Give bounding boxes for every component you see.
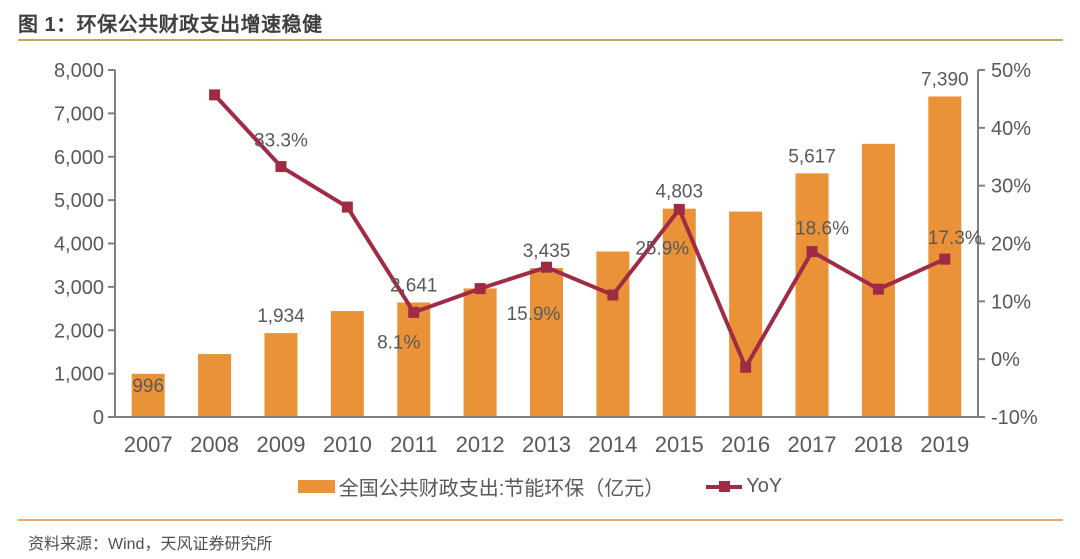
- bar-2013: [530, 268, 563, 417]
- right-axis-tick-label: 30%: [991, 176, 1031, 198]
- left-axis-tick-label: 5,000: [54, 190, 104, 212]
- x-axis-year-label: 2016: [721, 432, 770, 457]
- yoy-line: [213, 93, 946, 372]
- bar-2008: [198, 354, 232, 417]
- x-axis-year-label: 2007: [124, 432, 173, 457]
- bar-2012: [463, 288, 497, 417]
- bar-2011: [397, 302, 431, 417]
- bar-value-label-2011: 2,641: [390, 275, 438, 296]
- left-axis-tick-label: 3,000: [54, 277, 104, 299]
- yoy-value-label-2011: 8.1%: [377, 332, 420, 353]
- bar-value-label-2009: 1,934: [257, 306, 305, 327]
- bar-2010: [330, 311, 364, 417]
- x-axis-year-label: 2012: [456, 432, 505, 457]
- bar-2009: [264, 333, 298, 417]
- bar-2016: [729, 211, 763, 417]
- x-axis-year-label: 2019: [920, 432, 969, 457]
- footer-divider: [18, 519, 1063, 521]
- yoy-value-label-2015: 25.9%: [635, 238, 689, 259]
- x-axis-year-label: 2013: [522, 432, 571, 457]
- yoy-value-label-2019: 17.3%: [928, 228, 982, 249]
- source-note: 资料来源：Wind，天风证券研究所: [28, 536, 273, 553]
- yoy-point-2018: [872, 283, 884, 295]
- yoy-point-2015: [673, 203, 685, 215]
- yoy-point-2012: [474, 283, 486, 295]
- bar-value-label-2013: 3,435: [523, 241, 571, 262]
- combo-chart: 0 1,000 2,000 3,000 4,000 5,000 6,000 7,000 8,00…: [54, 60, 1038, 457]
- bar-2018: [861, 143, 895, 417]
- bar-value-label-2007: 996: [132, 376, 164, 397]
- x-axis-year-label: 2011: [390, 432, 437, 457]
- yoy-point-2014: [607, 289, 619, 301]
- line-series-label: YoY: [746, 475, 783, 497]
- x-axis-year-label: 2008: [190, 432, 239, 457]
- right-axis-tick-label: 40%: [991, 118, 1031, 140]
- yoy-point-2019: [939, 253, 951, 265]
- line-series-swatch-icon: [706, 480, 743, 493]
- bar-value-label-2019: 7,390: [921, 69, 969, 90]
- yoy-point-2013: [541, 261, 552, 273]
- left-axis-tick-label: 6,000: [54, 147, 104, 169]
- yoy-point-2010: [341, 201, 353, 213]
- bar-2017: [795, 173, 829, 417]
- yoy-value-label-2017: 18.6%: [795, 219, 849, 240]
- legend-item-bar-series: 全国公共财政支出:节能环保（亿元）: [297, 472, 665, 501]
- bar-series-swatch-icon: [297, 480, 335, 493]
- figure-title: 图 1：环保公共财政支出增速稳健: [18, 14, 323, 36]
- left-axis-tick-label: 1,000: [54, 364, 104, 386]
- right-axis-tick-label: 20%: [991, 234, 1031, 256]
- left-axis-tick-label: 2,000: [54, 320, 104, 342]
- x-axis-year-label: 2017: [788, 432, 837, 457]
- left-axis-tick-label: 0: [93, 407, 104, 429]
- right-axis-tick-label: 0%: [991, 349, 1020, 371]
- title-divider: [18, 39, 1063, 41]
- yoy-value-label-2009: 33.3%: [254, 131, 308, 152]
- left-axis-tick-label: 4,000: [54, 234, 104, 256]
- bar-value-label-2015: 4,803: [655, 182, 703, 203]
- x-axis-year-label: 2009: [256, 432, 305, 457]
- legend-item-line-series: YoY: [706, 475, 782, 498]
- x-axis-year-label: 2018: [854, 432, 903, 457]
- yoy-point-2011: [408, 306, 420, 318]
- left-axis-tick-label: 8,000: [54, 60, 104, 82]
- legend: 全国公共财政支出:节能环保（亿元） YoY: [0, 472, 1080, 501]
- right-axis-tick-label: 50%: [991, 60, 1031, 82]
- bar-2007: [131, 373, 165, 417]
- x-axis-year-label: 2015: [655, 432, 704, 457]
- bar-2014: [596, 251, 630, 417]
- bar-value-label-2017: 5,617: [788, 146, 836, 167]
- yoy-value-label-2013: 15.9%: [507, 304, 561, 325]
- x-axis-year-label: 2010: [323, 432, 372, 457]
- line-swatch-marker: [719, 481, 731, 492]
- yoy-point-2017: [806, 246, 818, 258]
- x-axis-year-label: 2014: [588, 432, 637, 457]
- yoy-point-2008: [209, 89, 221, 101]
- bar-2015: [662, 208, 696, 417]
- yoy-point-2016: [740, 361, 752, 373]
- right-axis-tick-label: 10%: [991, 291, 1031, 313]
- yoy-point-2009: [275, 161, 287, 173]
- right-axis-tick-label: -10%: [991, 407, 1038, 429]
- left-axis-tick-label: 7,000: [54, 103, 104, 125]
- bar-series-label: 全国公共财政支出:节能环保（亿元）: [338, 478, 665, 500]
